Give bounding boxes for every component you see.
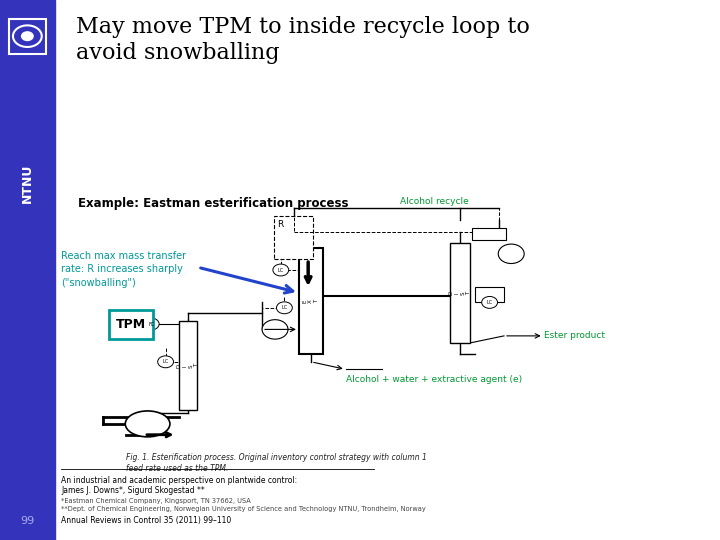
Bar <box>299 248 323 354</box>
Text: NTNU: NTNU <box>21 164 34 203</box>
Text: May move TPM to inside recycle loop to
avoid snowballing: May move TPM to inside recycle loop to a… <box>76 16 529 64</box>
Text: Alcohol recycle: Alcohol recycle <box>400 197 468 206</box>
Bar <box>0 0 55 540</box>
Circle shape <box>498 244 524 264</box>
Text: TPM: TPM <box>117 318 146 331</box>
Bar <box>274 216 313 259</box>
Bar <box>179 321 197 410</box>
Text: D
I
S
T: D I S T <box>176 364 199 368</box>
Text: FC: FC <box>148 321 154 327</box>
Text: R: R <box>277 220 284 230</box>
Circle shape <box>143 318 159 330</box>
Circle shape <box>273 264 289 276</box>
Bar <box>475 287 504 302</box>
Text: LC: LC <box>278 267 284 273</box>
Bar <box>450 243 470 343</box>
Text: Example: Eastman esterification process: Example: Eastman esterification process <box>78 197 348 210</box>
Bar <box>472 228 506 240</box>
Circle shape <box>158 356 174 368</box>
Circle shape <box>262 320 288 339</box>
Circle shape <box>22 32 33 40</box>
Text: An industrial and academic perspective on plantwide control:: An industrial and academic perspective o… <box>61 476 297 485</box>
Text: *Eastman Chemical Company, Kingsport, TN 37662, USA
**Dept. of Chemical Engineer: *Eastman Chemical Company, Kingsport, TN… <box>61 498 426 512</box>
Text: 99: 99 <box>20 516 35 526</box>
Text: LC: LC <box>282 305 287 310</box>
Text: James J. Downs*, Sigurd Skogestad **: James J. Downs*, Sigurd Skogestad ** <box>61 486 205 495</box>
Text: Ester product: Ester product <box>544 332 605 340</box>
Text: LC: LC <box>163 359 168 364</box>
Text: Annual Reviews in Control 35 (2011) 99–110: Annual Reviews in Control 35 (2011) 99–1… <box>61 516 231 525</box>
Text: Fig. 1. Esterification process. Original inventory control strategy with column : Fig. 1. Esterification process. Original… <box>126 453 427 474</box>
Text: LC: LC <box>487 300 492 305</box>
Bar <box>294 208 499 232</box>
Ellipse shape <box>125 411 170 437</box>
Circle shape <box>276 302 292 314</box>
Text: Alcohol + water + extractive agent (e): Alcohol + water + extractive agent (e) <box>346 375 522 384</box>
Text: E
X
T: E X T <box>302 299 319 303</box>
FancyBboxPatch shape <box>109 310 153 339</box>
Text: Reach max mass transfer
rate: R increases sharply
("snowballing"): Reach max mass transfer rate: R increase… <box>61 251 186 287</box>
Circle shape <box>482 296 498 308</box>
Bar <box>9 19 46 54</box>
Text: D
I
S
T: D I S T <box>449 291 472 295</box>
